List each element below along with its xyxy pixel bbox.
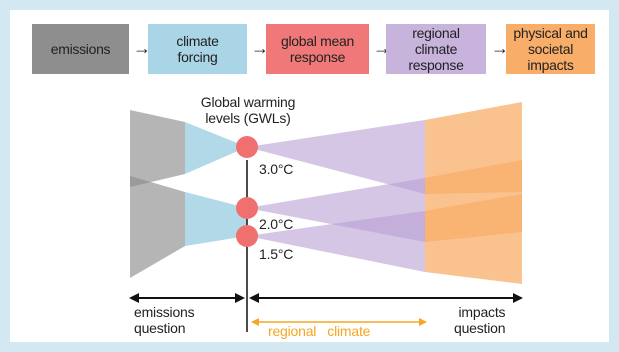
emissions-box: emissions: [32, 24, 129, 74]
arrow-1: →: [133, 38, 151, 58]
regional-arrowhead-left: [251, 318, 259, 326]
gwl-label-15c: 1.5°C: [259, 246, 294, 262]
gwl-dot-15c: [236, 225, 258, 247]
gwl-dot-2c: [236, 197, 258, 219]
regional-climate-response-box: regional climate response: [386, 24, 486, 74]
gwl-dot-3c: [236, 136, 258, 158]
global-mean-response-box: global mean response: [266, 24, 369, 74]
impacts-question-label: impacts question: [454, 304, 506, 336]
arrow-4: →: [491, 38, 509, 58]
gwl-label-2c: 2.0°C: [259, 216, 294, 232]
impacts-arrowhead-left: [249, 293, 259, 303]
emissions-wedge-lower: [130, 176, 185, 278]
forcing-wedge-upper: [185, 122, 247, 174]
impacts-fan-15c: [425, 194, 522, 284]
emissions-arrowhead-right: [235, 293, 245, 303]
emissions-wedge-upper: [130, 110, 185, 187]
regional-climate-label: regional climate: [268, 323, 371, 339]
physical-societal-impacts-box: physical and societal impacts: [506, 24, 595, 74]
regional-fan-15c: [247, 211, 425, 272]
climate-forcing-box: climate forcing: [148, 24, 247, 74]
regional-arrowhead-right: [419, 318, 427, 326]
gwl-title: Global warming levels (GWLs): [200, 94, 296, 126]
gwl-label-3c: 3.0°C: [259, 161, 294, 177]
arrow-2: →: [251, 38, 269, 58]
impacts-arrowhead-right: [513, 293, 523, 303]
emissions-arrowhead-left: [129, 293, 139, 303]
gwl-wedge-diagram: [129, 102, 523, 332]
forcing-wedge-lower: [185, 192, 247, 246]
figure-panel: emissions → climate forcing → global mea…: [10, 10, 609, 342]
emissions-question-label: emissions question: [134, 304, 195, 336]
regional-fan-3c: [247, 120, 425, 194]
